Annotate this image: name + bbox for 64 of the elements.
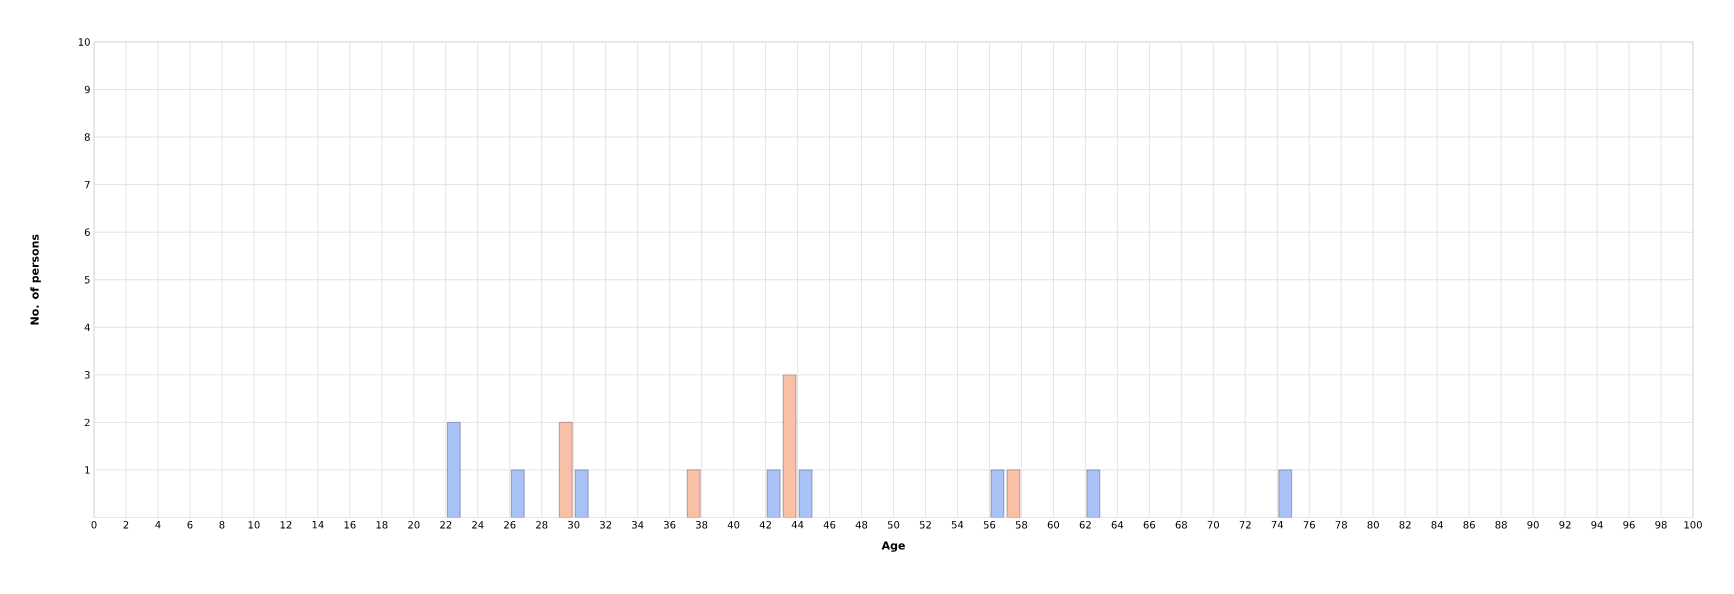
- x-tick-label: 68: [1175, 521, 1187, 529]
- x-tick-label: 14: [312, 521, 324, 529]
- x-tick-label: 20: [408, 521, 420, 529]
- x-tick-label: 64: [1111, 521, 1124, 529]
- x-tick-label: 66: [1143, 521, 1156, 529]
- x-tick-label: 90: [1527, 521, 1539, 529]
- x-tick-label: 76: [1303, 521, 1315, 529]
- x-tick-label: 92: [1559, 521, 1571, 529]
- y-tick-label: 4: [84, 323, 90, 331]
- x-tick-label: 24: [472, 521, 484, 529]
- x-tick-label: 98: [1655, 521, 1667, 529]
- x-tick-label: 12: [280, 521, 292, 529]
- y-tick-label: 3: [84, 371, 90, 379]
- x-tick-label: 18: [376, 521, 388, 529]
- x-tick-label: 56: [983, 521, 996, 529]
- x-tick-label: 78: [1335, 521, 1347, 529]
- x-tick-label: 74: [1271, 521, 1284, 529]
- x-tick-label: 22: [440, 521, 452, 529]
- x-tick-label: 34: [632, 521, 644, 529]
- x-tick-label: 84: [1431, 521, 1443, 529]
- x-tick-label: 72: [1239, 521, 1251, 529]
- x-tick-label: 26: [504, 521, 516, 529]
- y-tick-label: 2: [84, 418, 90, 427]
- y-tick-label: 9: [84, 85, 90, 94]
- x-tick-label: 94: [1591, 521, 1603, 529]
- x-tick-label: 50: [887, 521, 900, 529]
- x-tick-label: 44: [791, 521, 804, 529]
- x-tick-label: 40: [727, 521, 740, 529]
- x-tick-label: 2: [123, 521, 129, 529]
- x-tick-label: 80: [1367, 521, 1379, 529]
- x-tick-label: 16: [344, 521, 356, 529]
- x-tick-label: 100: [1684, 521, 1702, 529]
- bar: [447, 422, 461, 518]
- x-tick-label: 54: [951, 521, 964, 529]
- y-axis-title: No. of persons: [30, 234, 41, 325]
- x-tick-label: 52: [919, 521, 931, 529]
- y-tick-label: 7: [84, 180, 90, 189]
- x-tick-label: 96: [1623, 521, 1635, 529]
- y-tick-label: 1: [85, 466, 90, 474]
- x-tick-label: 48: [855, 521, 868, 529]
- y-tick-label: 8: [84, 133, 90, 141]
- x-tick-label: 86: [1463, 521, 1475, 529]
- x-tick-label: 8: [219, 521, 225, 529]
- x-tick-label: 38: [696, 521, 708, 529]
- x-tick-label: 0: [91, 521, 97, 529]
- x-axis-title: Age: [881, 541, 905, 552]
- x-tick-label: 28: [536, 521, 548, 529]
- x-tick-label: 60: [1047, 521, 1060, 529]
- x-tick-label: 10: [248, 521, 260, 529]
- x-tick-label: 82: [1399, 521, 1411, 529]
- x-tick-label: 6: [187, 521, 193, 529]
- x-tick-label: 42: [759, 521, 771, 529]
- x-tick-label: 32: [600, 521, 612, 529]
- x-tick-label: 36: [664, 521, 676, 529]
- y-tick-label: 10: [78, 38, 90, 46]
- x-tick-label: 70: [1207, 521, 1220, 529]
- x-tick-label: 46: [823, 521, 836, 529]
- x-tick-label: 58: [1015, 521, 1028, 529]
- y-tick-label: 6: [84, 228, 90, 236]
- x-tick-label: 30: [568, 521, 580, 529]
- x-tick-label: 88: [1495, 521, 1507, 529]
- x-tick-label: 4: [155, 521, 161, 529]
- y-tick-label: 5: [84, 276, 90, 284]
- x-tick-label: 62: [1079, 521, 1091, 529]
